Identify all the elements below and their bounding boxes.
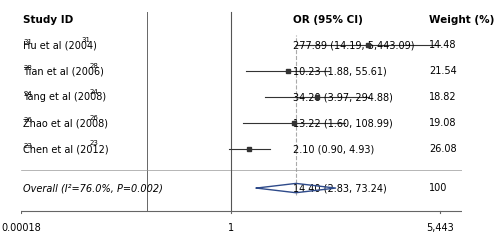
Text: 1: 1 <box>228 223 234 233</box>
Text: 26: 26 <box>90 114 98 121</box>
Text: Weight (%): Weight (%) <box>429 14 494 25</box>
Text: 100: 100 <box>429 183 448 193</box>
Text: Chen et al (2012): Chen et al (2012) <box>24 144 109 154</box>
Text: 18.82: 18.82 <box>429 92 457 102</box>
Text: 28: 28 <box>90 63 98 69</box>
Text: 277.89 (14.19, 5,443.09): 277.89 (14.19, 5,443.09) <box>292 41 414 50</box>
Text: 0.00018: 0.00018 <box>2 223 41 233</box>
Text: 2.10 (0.90, 4.93): 2.10 (0.90, 4.93) <box>292 144 374 154</box>
Text: 28: 28 <box>24 65 32 71</box>
Text: 13.22 (1.60, 108.99): 13.22 (1.60, 108.99) <box>292 118 392 128</box>
Text: 26: 26 <box>24 117 32 123</box>
Text: Overall (I²=76.0%, P=0.002): Overall (I²=76.0%, P=0.002) <box>24 183 164 193</box>
Text: 34.20 (3.97, 294.88): 34.20 (3.97, 294.88) <box>292 92 392 102</box>
Text: 23: 23 <box>24 143 32 149</box>
Text: Hu et al (2004): Hu et al (2004) <box>24 41 98 50</box>
Text: 24: 24 <box>90 89 98 95</box>
Text: 14.40 (2.83, 73.24): 14.40 (2.83, 73.24) <box>292 183 386 193</box>
Text: 10.23 (1.88, 55.61): 10.23 (1.88, 55.61) <box>292 66 386 76</box>
Text: 31: 31 <box>82 37 90 43</box>
Text: 24: 24 <box>24 91 32 97</box>
Text: 21.54: 21.54 <box>429 66 457 76</box>
Text: 5,443: 5,443 <box>426 223 454 233</box>
Text: 26.08: 26.08 <box>429 144 457 154</box>
Text: Yang et al (2008): Yang et al (2008) <box>24 92 106 102</box>
Text: Study ID: Study ID <box>24 14 74 25</box>
Text: 31: 31 <box>24 40 32 46</box>
Text: 19.08: 19.08 <box>429 118 456 128</box>
Text: Zhao et al (2008): Zhao et al (2008) <box>24 118 108 128</box>
Text: OR (95% CI): OR (95% CI) <box>292 14 362 25</box>
Text: 23: 23 <box>90 141 98 146</box>
Text: Tian et al (2006): Tian et al (2006) <box>24 66 104 76</box>
Text: 14.48: 14.48 <box>429 41 456 50</box>
